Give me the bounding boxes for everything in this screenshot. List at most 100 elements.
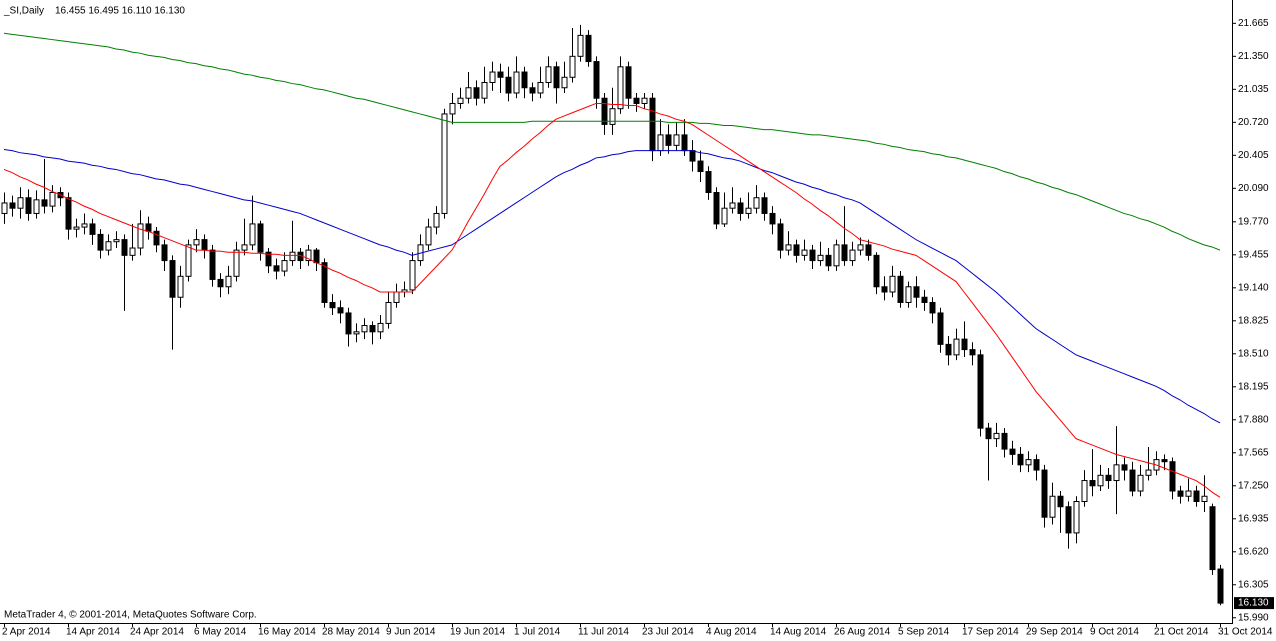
candle-body bbox=[649, 97, 656, 152]
candle-body bbox=[641, 97, 648, 104]
candle-body bbox=[825, 254, 832, 267]
candle-body bbox=[225, 275, 232, 288]
candle-body bbox=[313, 249, 320, 264]
candle-body bbox=[81, 223, 88, 228]
candle-body bbox=[433, 212, 440, 228]
x-tick-label: 26 Aug 2014 bbox=[834, 627, 891, 638]
candle-body bbox=[1201, 495, 1208, 502]
x-tick-label: 16 May 2014 bbox=[258, 627, 316, 638]
candle-body bbox=[937, 312, 944, 345]
candle-body bbox=[1129, 469, 1136, 492]
y-tick-label: 20.405 bbox=[1238, 150, 1269, 161]
candle-body bbox=[1161, 459, 1168, 463]
candle-body bbox=[1, 202, 8, 214]
candle-body bbox=[137, 223, 144, 249]
moving-average bbox=[3, 102, 1221, 498]
candle-body bbox=[129, 247, 136, 256]
candle-body bbox=[689, 150, 696, 162]
x-tick-label: 2 Apr 2014 bbox=[2, 627, 51, 638]
y-tick-label: 21.035 bbox=[1238, 84, 1269, 95]
candle-body bbox=[1049, 495, 1056, 518]
footer: MetaTrader 4, © 2001-2014, MetaQuotes So… bbox=[4, 610, 257, 621]
candle-body bbox=[89, 223, 96, 235]
candle-body bbox=[513, 71, 520, 94]
candle-body bbox=[865, 244, 872, 256]
candle-body bbox=[1033, 459, 1040, 471]
candle-body bbox=[1169, 461, 1176, 492]
candle-body bbox=[505, 76, 512, 94]
candle-body bbox=[809, 249, 816, 262]
candle-body bbox=[289, 251, 296, 262]
candle-body bbox=[977, 354, 984, 429]
candle-body bbox=[801, 249, 808, 256]
candle-body bbox=[329, 301, 336, 309]
candle-body bbox=[241, 244, 248, 251]
candle-body bbox=[1025, 459, 1032, 466]
candle-body bbox=[1145, 469, 1152, 476]
candle-body bbox=[841, 244, 848, 262]
candle-body bbox=[1185, 490, 1192, 497]
candle-body bbox=[193, 239, 200, 246]
candle-body bbox=[1089, 480, 1096, 487]
candle-body bbox=[561, 76, 568, 89]
x-tick-label: 5 Sep 2014 bbox=[898, 627, 950, 638]
candle-body bbox=[9, 202, 16, 209]
candle-body bbox=[161, 244, 168, 262]
y-tick-label: 17.565 bbox=[1238, 447, 1269, 458]
candle-body bbox=[361, 325, 368, 333]
candle-body bbox=[145, 223, 152, 232]
last-price-label: 16.130 bbox=[1238, 598, 1269, 609]
y-tick-label: 21.350 bbox=[1238, 51, 1269, 62]
candle-body bbox=[249, 223, 256, 246]
candle-body bbox=[737, 202, 744, 214]
y-tick-label: 17.880 bbox=[1238, 414, 1269, 425]
x-tick-label: 14 Apr 2014 bbox=[66, 627, 120, 638]
candle-body bbox=[1017, 453, 1024, 466]
candle-body bbox=[113, 239, 120, 243]
candle-body bbox=[729, 202, 736, 209]
symbol-label: _SI,Daily bbox=[3, 6, 44, 17]
moving-average bbox=[3, 32, 1221, 251]
y-tick-label: 18.195 bbox=[1238, 381, 1269, 392]
candle-body bbox=[377, 322, 384, 333]
candle-body bbox=[1177, 490, 1184, 497]
x-tick-label: 9 Jun 2014 bbox=[386, 627, 436, 638]
candle-body bbox=[721, 207, 728, 225]
candle-body bbox=[25, 197, 32, 214]
x-tick-label: 14 Aug 2014 bbox=[770, 627, 827, 638]
candle-body bbox=[745, 207, 752, 214]
candle-body bbox=[97, 233, 104, 251]
candle-body bbox=[553, 66, 560, 89]
candle-body bbox=[281, 260, 288, 272]
candle-body bbox=[185, 244, 192, 277]
y-tick-label: 18.825 bbox=[1238, 315, 1269, 326]
candle-body bbox=[889, 275, 896, 293]
candle-body bbox=[697, 160, 704, 173]
candle-body bbox=[969, 349, 976, 356]
x-tick-label: 11 Jul 2014 bbox=[578, 627, 629, 638]
candle-body bbox=[1193, 490, 1200, 502]
candle-body bbox=[945, 343, 952, 356]
candle-body bbox=[817, 254, 824, 262]
candle-body bbox=[385, 301, 392, 324]
candle-body bbox=[1041, 469, 1048, 518]
candle-body bbox=[369, 325, 376, 333]
candle-body bbox=[321, 262, 328, 303]
candle-body bbox=[49, 191, 56, 207]
candle-body bbox=[705, 171, 712, 193]
candle-body bbox=[921, 296, 928, 303]
x-tick-label: 23 Jul 2014 bbox=[642, 627, 694, 638]
candle-body bbox=[985, 427, 992, 440]
candle-body bbox=[105, 241, 112, 251]
candle-body bbox=[233, 249, 240, 277]
candle-body bbox=[905, 286, 912, 303]
candle-body bbox=[713, 191, 720, 225]
candle-body bbox=[425, 226, 432, 246]
candle-body bbox=[993, 432, 1000, 440]
candle-body bbox=[201, 239, 208, 251]
candle-body bbox=[345, 312, 352, 335]
candle-body bbox=[1137, 474, 1144, 492]
candle-body bbox=[625, 66, 632, 99]
candle-body bbox=[409, 260, 416, 291]
candle-body bbox=[609, 108, 616, 125]
